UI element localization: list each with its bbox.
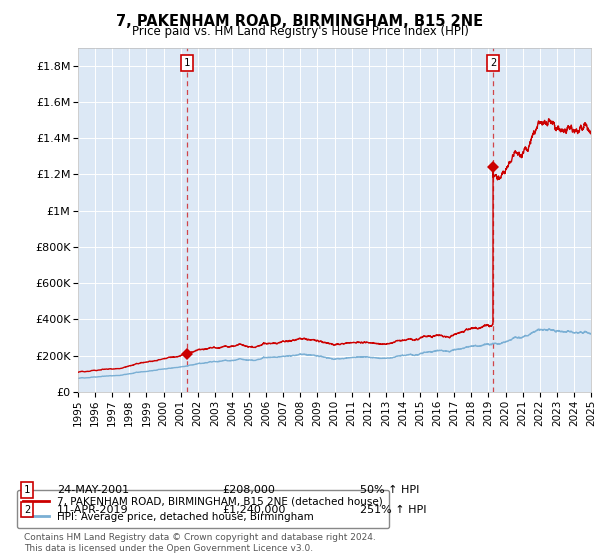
Text: £1,240,000: £1,240,000 <box>222 505 286 515</box>
Text: Contains HM Land Registry data © Crown copyright and database right 2024.
This d: Contains HM Land Registry data © Crown c… <box>24 533 376 553</box>
Text: £208,000: £208,000 <box>222 485 275 495</box>
Text: 251% ↑ HPI: 251% ↑ HPI <box>360 505 427 515</box>
Text: 11-APR-2019: 11-APR-2019 <box>57 505 128 515</box>
Text: 24-MAY-2001: 24-MAY-2001 <box>57 485 129 495</box>
Text: Price paid vs. HM Land Registry's House Price Index (HPI): Price paid vs. HM Land Registry's House … <box>131 25 469 38</box>
Text: 2: 2 <box>24 505 30 515</box>
Text: 1: 1 <box>24 485 30 495</box>
Text: 1: 1 <box>184 58 190 68</box>
Text: 50% ↑ HPI: 50% ↑ HPI <box>360 485 419 495</box>
Text: 7, PAKENHAM ROAD, BIRMINGHAM, B15 2NE: 7, PAKENHAM ROAD, BIRMINGHAM, B15 2NE <box>116 14 484 29</box>
Legend: 7, PAKENHAM ROAD, BIRMINGHAM, B15 2NE (detached house), HPI: Average price, deta: 7, PAKENHAM ROAD, BIRMINGHAM, B15 2NE (d… <box>17 490 389 528</box>
Text: 2: 2 <box>490 58 496 68</box>
